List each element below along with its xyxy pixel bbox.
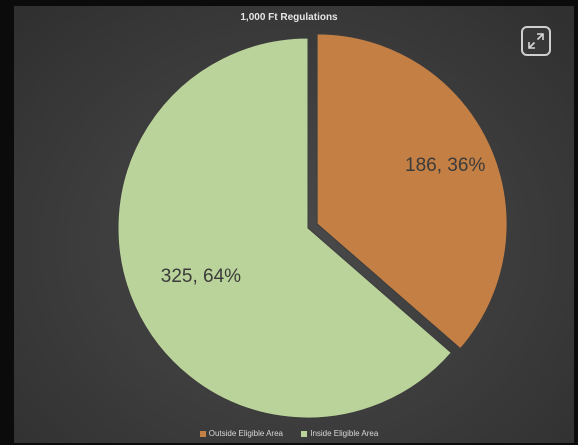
legend-item-outside: Outside Eligible Area	[199, 429, 283, 438]
legend: Outside Eligible Area Inside Eligible Ar…	[0, 429, 578, 438]
data-label-outside: 186, 36%	[405, 154, 486, 176]
legend-swatch-outside	[199, 430, 206, 437]
expand-icon	[528, 33, 544, 49]
pie-slice-outside	[316, 33, 508, 350]
legend-label-inside: Inside Eligible Area	[310, 429, 379, 438]
chart-title: 1,000 Ft Regulations	[240, 12, 338, 23]
legend-label-outside: Outside Eligible Area	[208, 429, 283, 438]
legend-swatch-inside	[301, 430, 308, 437]
pie-slice-inside	[117, 37, 453, 419]
data-label-inside: 325, 64%	[160, 265, 242, 287]
legend-item-inside: Inside Eligible Area	[301, 429, 378, 438]
expand-button[interactable]	[521, 26, 551, 56]
